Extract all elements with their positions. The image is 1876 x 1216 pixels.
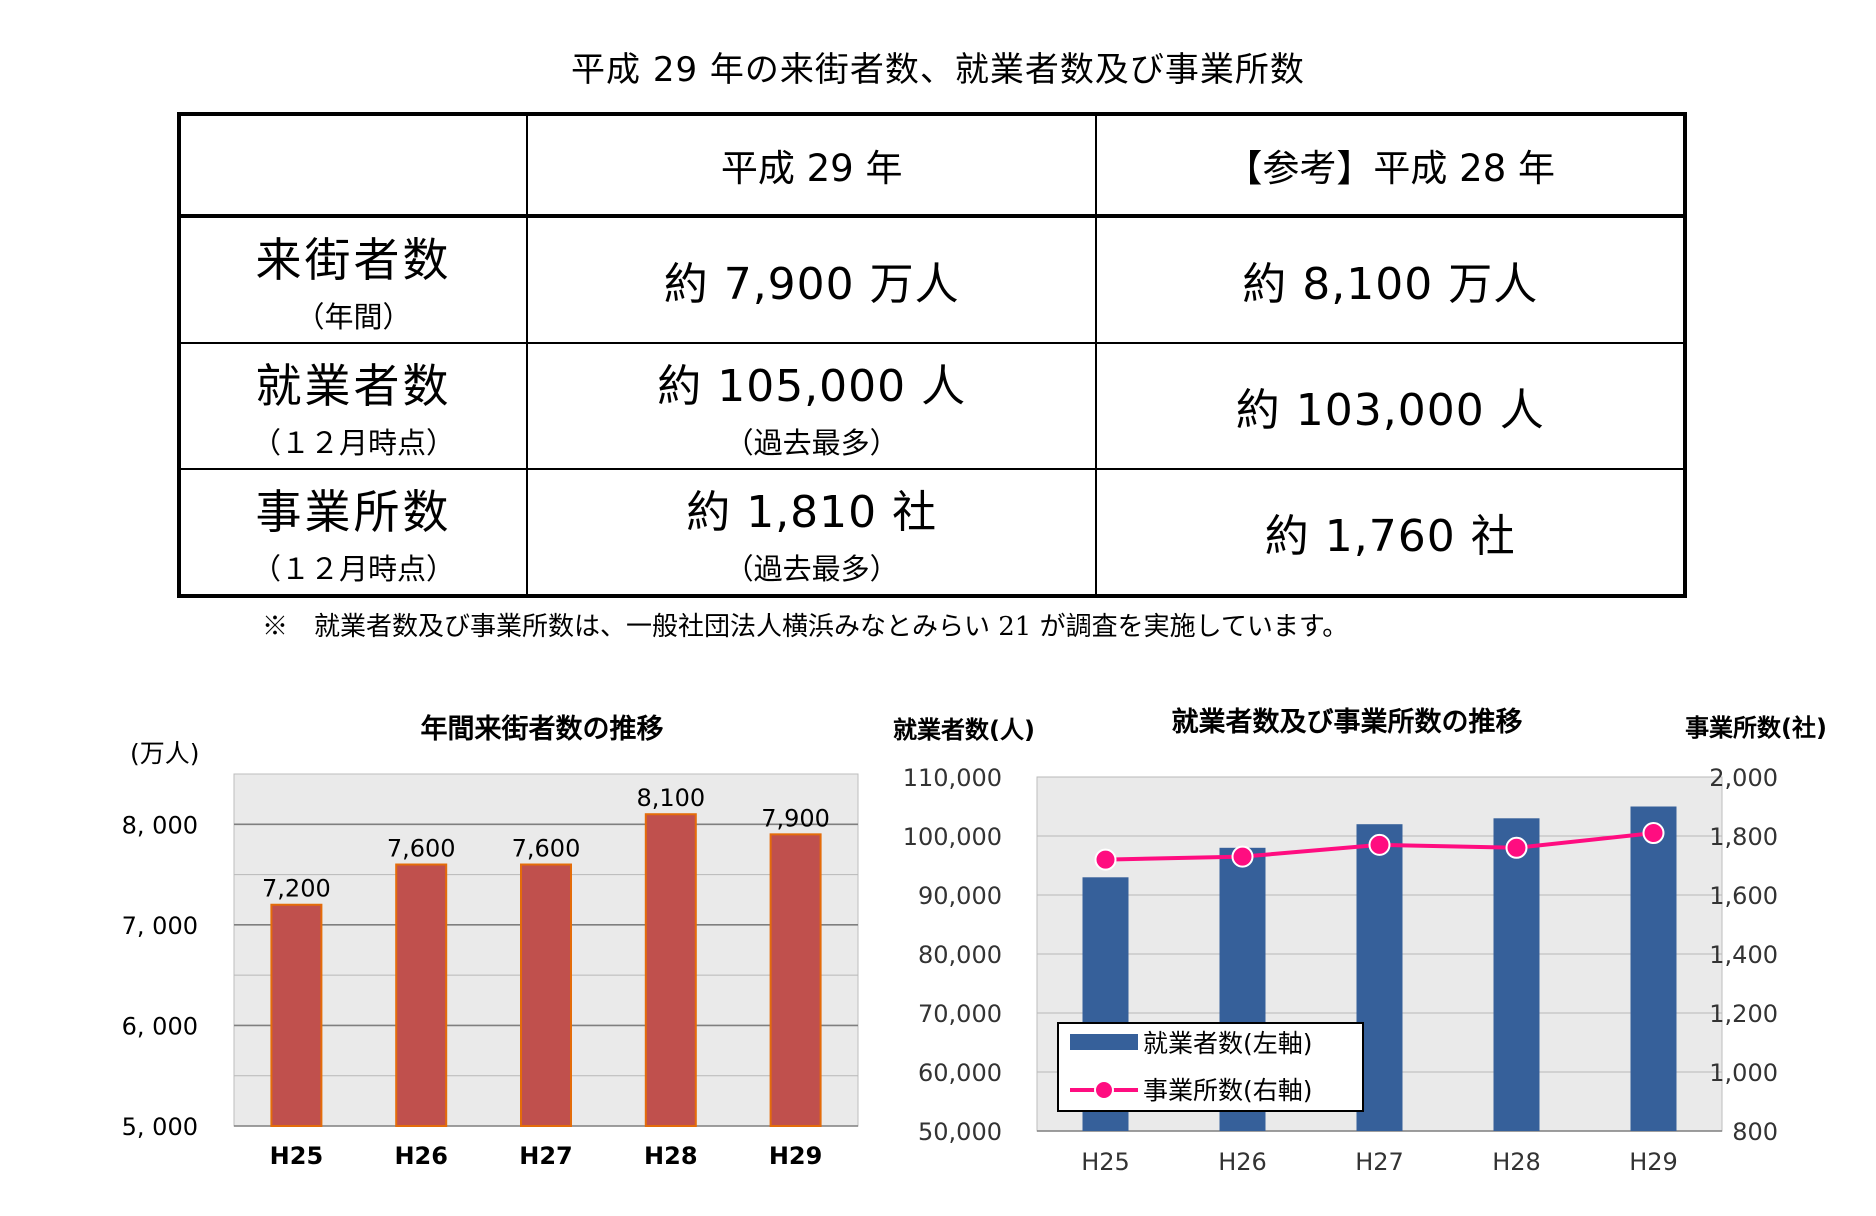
chart2-y-right-tick-label: 1,000 <box>1709 1059 1778 1087</box>
table-header-row: 平成 29 年 【参考】平成 28 年 <box>178 113 1686 218</box>
table-header-cell-h29: 平成 29 年 <box>525 113 1098 218</box>
chart1-data-label: 7,600 <box>512 835 581 863</box>
cell-h29: 約 105,000 人 （過去最多） <box>525 342 1098 470</box>
chart2-line-point <box>1505 836 1528 859</box>
chart2-y-left-tick-label: 100,000 <box>903 823 1002 851</box>
chart1-data-label: 7,600 <box>387 835 456 863</box>
cell-value: 約 8,100 万人 <box>1242 259 1539 310</box>
cell-h28: 約 1,760 社 <box>1095 468 1686 597</box>
chart2-legend-line-label: 事業所数(右軸) <box>1143 1076 1313 1105</box>
row-label: 来街者数 <box>255 233 452 287</box>
chart2-x-tick-label: H29 <box>1629 1148 1678 1176</box>
chart1-x-tick-label: H26 <box>394 1142 447 1170</box>
table-row: 事業所数 （１２月時点） 約 1,810 社 （過去最多） 約 1,760 社 <box>178 468 1686 597</box>
table-row: 来街者数 （年間） 約 7,900 万人 約 8,100 万人 <box>178 215 1686 344</box>
table-header-cell-h28: 【参考】平成 28 年 <box>1095 113 1686 218</box>
cell-note: （過去最多） <box>724 552 899 586</box>
cell-h29: 約 7,900 万人 <box>525 215 1098 344</box>
chart2-line-point <box>1094 848 1117 871</box>
chart1-y-tick-label: 6, 000 <box>122 1012 198 1040</box>
page-title: 平成 29 年の来街者数、就業者数及び事業所数 <box>571 50 1305 90</box>
chart2-y-left-tick-label: 110,000 <box>903 764 1002 792</box>
chart2-x-tick-label: H25 <box>1081 1148 1130 1176</box>
chart1-y-axis-label: (万人) <box>130 739 200 768</box>
chart2-line-point <box>1642 822 1665 845</box>
chart2-legend-bar-swatch <box>1070 1034 1138 1050</box>
chart2-y-right-tick-label: 1,800 <box>1709 823 1778 851</box>
row-header: 事業所数 （１２月時点） <box>178 468 528 597</box>
table-row: 就業者数 （１２月時点） 約 105,000 人 （過去最多） 約 103,00… <box>178 342 1686 470</box>
cell-h29: 約 1,810 社 （過去最多） <box>525 468 1098 597</box>
row-sublabel: （年間） <box>295 300 412 334</box>
table-header-cell-empty <box>178 113 528 218</box>
chart2-line-point <box>1368 833 1391 856</box>
chart1-x-tick-label: H27 <box>519 1142 572 1170</box>
chart1-bar <box>644 813 697 1127</box>
chart2-y-right-tick-label: 800 <box>1732 1118 1778 1146</box>
chart2-bar <box>1630 806 1677 1131</box>
chart1-x-tick-label: H28 <box>644 1142 697 1170</box>
chart1-title: 年間来街者数の推移 <box>421 713 664 745</box>
chart2-y-left-tick-label: 60,000 <box>918 1059 1002 1087</box>
row-header: 来街者数 （年間） <box>178 215 528 344</box>
chart1-data-label: 8,100 <box>636 784 705 812</box>
chart2-y-right-axis-label: 事業所数(社) <box>1685 714 1827 742</box>
cell-h28: 約 8,100 万人 <box>1095 215 1686 344</box>
chart2-title: 就業者数及び事業所数の推移 <box>1172 707 1523 738</box>
cell-h28: 約 103,000 人 <box>1095 342 1686 470</box>
chart1-y-tick-label: 7, 000 <box>122 912 198 940</box>
chart2-y-right-tick-label: 1,600 <box>1709 882 1778 910</box>
chart1-bar <box>520 863 572 1127</box>
chart2-x-tick-label: H27 <box>1355 1148 1404 1176</box>
chart1-y-tick-label: 8, 000 <box>122 811 198 839</box>
cell-value: 約 1,760 社 <box>1264 511 1516 562</box>
cell-value: 約 7,900 万人 <box>663 259 960 310</box>
cell-value: 約 105,000 人 <box>657 361 967 412</box>
row-sublabel: （１２月時点） <box>251 426 455 460</box>
chart2-x-tick-label: H28 <box>1492 1148 1541 1176</box>
chart2-legend-marker <box>1094 1080 1114 1100</box>
chart2-bar <box>1356 824 1403 1131</box>
chart1-bar <box>769 833 822 1127</box>
chart2-x-tick-label: H26 <box>1218 1148 1267 1176</box>
cell-note: （過去最多） <box>724 426 899 460</box>
chart2-y-left-axis-label: 就業者数(人) <box>893 716 1035 744</box>
chart2-y-right-tick-label: 1,400 <box>1709 941 1778 969</box>
chart1-bar <box>270 903 323 1127</box>
chart1-data-label: 7,200 <box>262 875 331 903</box>
chart2-y-right-tick-label: 2,000 <box>1709 764 1778 792</box>
chart2-line-point <box>1231 845 1254 868</box>
cell-value: 約 103,000 人 <box>1235 385 1545 436</box>
chart2-bar <box>1493 818 1540 1131</box>
chart1-y-tick-label: 5, 000 <box>122 1113 198 1141</box>
row-sublabel: （１２月時点） <box>251 552 455 586</box>
summary-table: 平成 29 年 【参考】平成 28 年 来街者数 （年間） 約 7,900 万人… <box>177 112 1687 598</box>
row-label: 事業所数 <box>255 485 452 539</box>
chart1-x-tick-label: H29 <box>769 1142 822 1170</box>
chart1-bar <box>395 863 448 1127</box>
chart2-y-left-tick-label: 70,000 <box>918 1000 1002 1028</box>
chart1-data-label: 7,900 <box>761 804 830 832</box>
cell-value: 約 1,810 社 <box>686 487 938 538</box>
chart2-legend-bar-label: 就業者数(左軸) <box>1143 1029 1313 1058</box>
chart1-x-tick-label: H25 <box>270 1142 323 1170</box>
chart2-y-left-tick-label: 50,000 <box>918 1118 1002 1146</box>
row-header: 就業者数 （１２月時点） <box>178 342 528 470</box>
footnote: ※ 就業者数及び事業所数は、一般社団法人横浜みなとみらい 21 が調査を実施して… <box>262 612 1349 642</box>
chart2-y-right-tick-label: 1,200 <box>1709 1000 1778 1028</box>
chart2-y-left-tick-label: 90,000 <box>918 882 1002 910</box>
row-label: 就業者数 <box>255 359 452 413</box>
chart2-y-left-tick-label: 80,000 <box>918 941 1002 969</box>
